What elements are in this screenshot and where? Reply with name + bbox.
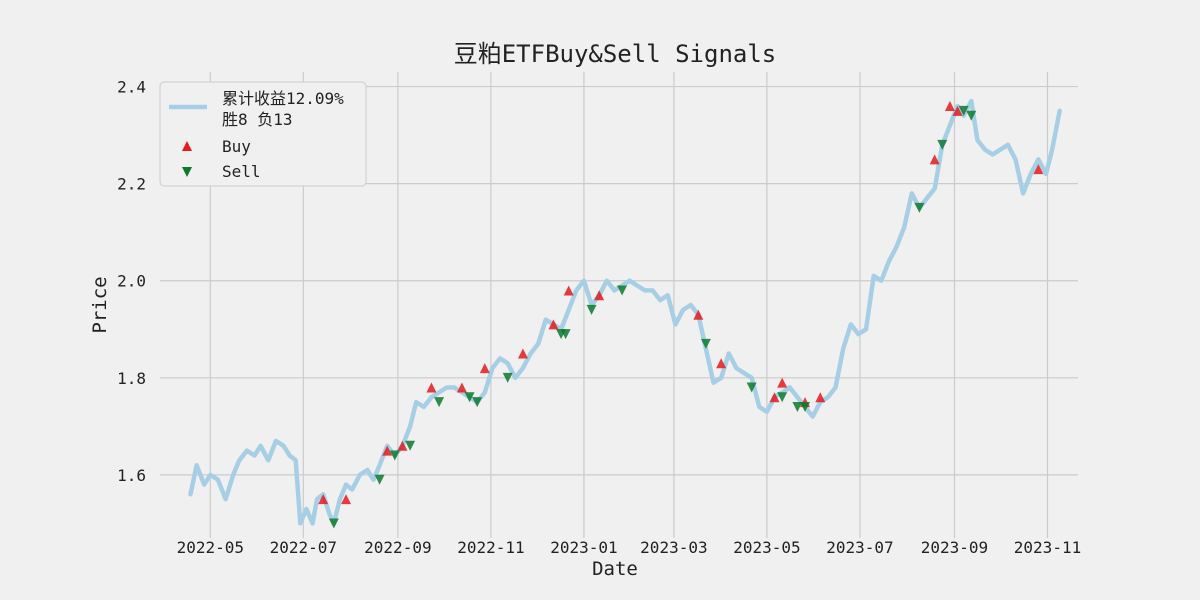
signal-markers: [318, 100, 1044, 529]
sell-signal-marker: [434, 397, 445, 408]
buy-signal-marker: [341, 494, 352, 505]
sell-signal-marker: [560, 329, 571, 340]
buy-signal-marker: [517, 348, 528, 359]
x-tick-label: 2022-11: [457, 538, 524, 557]
chart-title: 豆粕ETFBuy&Sell Signals: [454, 40, 777, 68]
buy-signal-marker: [548, 319, 559, 330]
sell-signal-marker: [464, 392, 475, 403]
x-tick-label: 2023-05: [733, 538, 800, 557]
legend-sell-marker: [182, 167, 192, 177]
sell-signal-marker: [586, 304, 597, 315]
price-line: [188, 98, 1062, 526]
legend-buy-marker: [182, 141, 192, 151]
buy-signal-marker: [769, 392, 780, 403]
x-tick-label: 2022-09: [364, 538, 431, 557]
legend-buy-label: Buy: [222, 137, 251, 156]
buy-signal-marker: [382, 445, 393, 456]
x-tick-label: 2022-05: [177, 538, 244, 557]
sell-signal-marker: [966, 110, 977, 121]
legend-sell-label: Sell: [222, 162, 261, 181]
buy-signal-marker: [716, 358, 727, 369]
buy-signal-marker: [944, 100, 955, 111]
sell-signal-marker: [617, 285, 628, 296]
buy-signal-marker: [777, 377, 788, 388]
sell-signal-marker: [472, 397, 483, 408]
sell-signal-marker: [800, 401, 811, 412]
buy-signal-marker: [952, 105, 963, 116]
buy-signal-marker: [929, 154, 940, 165]
sell-signal-marker: [937, 139, 948, 150]
legend-series-label: 累计收益12.09% 胜8 负13: [222, 89, 353, 129]
sell-signal-marker: [958, 105, 969, 116]
y-tick-label: 2.4: [117, 78, 146, 97]
y-tick-label: 1.8: [117, 369, 146, 388]
y-axis-label: Price: [89, 276, 111, 333]
buy-signal-marker: [594, 290, 605, 301]
y-tick-label: 2.2: [117, 175, 146, 194]
sell-signal-marker: [502, 372, 513, 383]
buy-signal-marker: [397, 440, 408, 451]
sell-signal-marker: [792, 401, 803, 412]
legend: 累计收益12.09% 胜8 负13 Buy Sell: [159, 81, 367, 187]
buy-signal-marker: [318, 494, 329, 505]
buy-signal-marker: [693, 309, 704, 320]
sell-signal-marker: [389, 450, 400, 461]
sell-signal-marker: [700, 338, 711, 349]
buy-signal-marker: [479, 363, 490, 374]
buy-signal-marker: [563, 285, 574, 296]
sell-signal-marker: [777, 392, 788, 403]
buy-signal-marker: [426, 382, 437, 393]
sell-signal-marker: [405, 440, 416, 451]
sell-signal-marker: [746, 382, 757, 393]
x-tick-label: 2023-01: [550, 538, 617, 557]
x-tick-label: 2023-03: [640, 538, 707, 557]
x-tick-label: 2022-07: [270, 538, 337, 557]
y-tick-label: 1.6: [117, 466, 146, 485]
buy-signal-marker: [456, 382, 467, 393]
buy-signal-marker: [1033, 164, 1044, 175]
x-tick-label: 2023-09: [921, 538, 988, 557]
price-series: [188, 98, 1062, 526]
x-axis-label: Date: [592, 558, 638, 580]
sell-signal-marker: [914, 202, 925, 213]
gridlines: [160, 72, 1078, 538]
x-tick-label: 2023-07: [826, 538, 893, 557]
buy-signal-marker: [815, 392, 826, 403]
y-tick-label: 2.0: [117, 272, 146, 291]
legend-box: [159, 81, 367, 187]
sell-signal-marker: [328, 518, 339, 529]
sell-signal-marker: [374, 474, 385, 485]
x-tick-label: 2023-11: [1014, 538, 1081, 557]
tick-labels: 2022-05 2022-07 2022-09 2022-11 2023-01 2023-…: [117, 78, 1081, 557]
